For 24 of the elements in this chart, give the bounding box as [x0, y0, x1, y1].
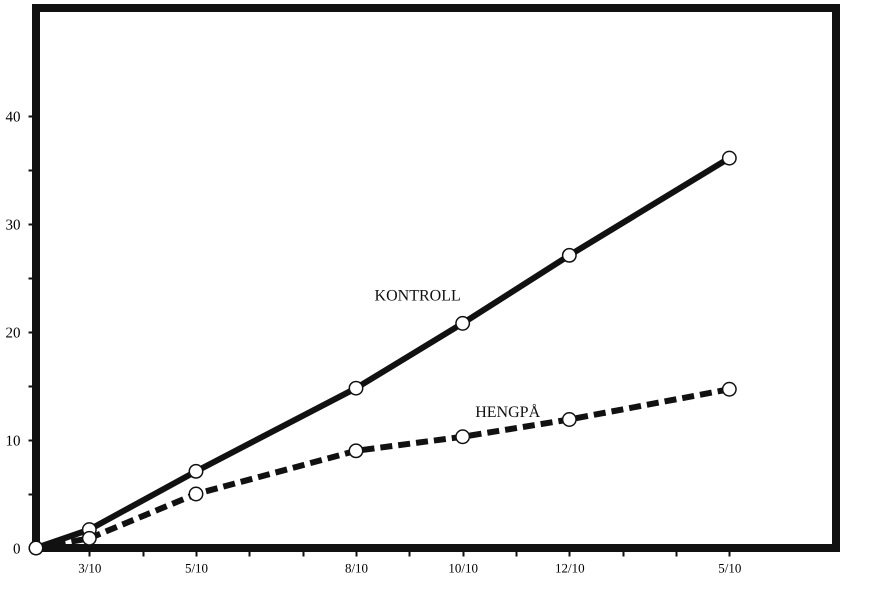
x-tick-label: 3/10 [78, 560, 102, 576]
point [722, 382, 737, 397]
point [722, 150, 737, 166]
point [455, 316, 470, 331]
series-label: HENGPÅ [475, 402, 541, 421]
x-tick-label: 10/10 [448, 560, 478, 576]
point [188, 464, 204, 479]
y-tick-label: 40 [6, 110, 20, 126]
point [82, 530, 97, 546]
point [562, 248, 577, 263]
x-tick-label: 5/10 [184, 560, 208, 576]
x-tick-label: 12/10 [555, 560, 585, 576]
x-tick-label: 8/10 [344, 560, 368, 576]
y-tick-label: 30 [6, 218, 20, 234]
x-tick-label: 5/10 [718, 560, 742, 576]
y-tick-label: 10 [6, 434, 20, 450]
point [455, 429, 470, 444]
point [562, 412, 577, 427]
y-tick-label: 0 [13, 542, 20, 558]
point [348, 380, 364, 396]
series-label: KONTROLL [374, 287, 461, 304]
y-tick-label: 20 [6, 326, 20, 342]
point [188, 486, 204, 502]
point [348, 443, 364, 458]
